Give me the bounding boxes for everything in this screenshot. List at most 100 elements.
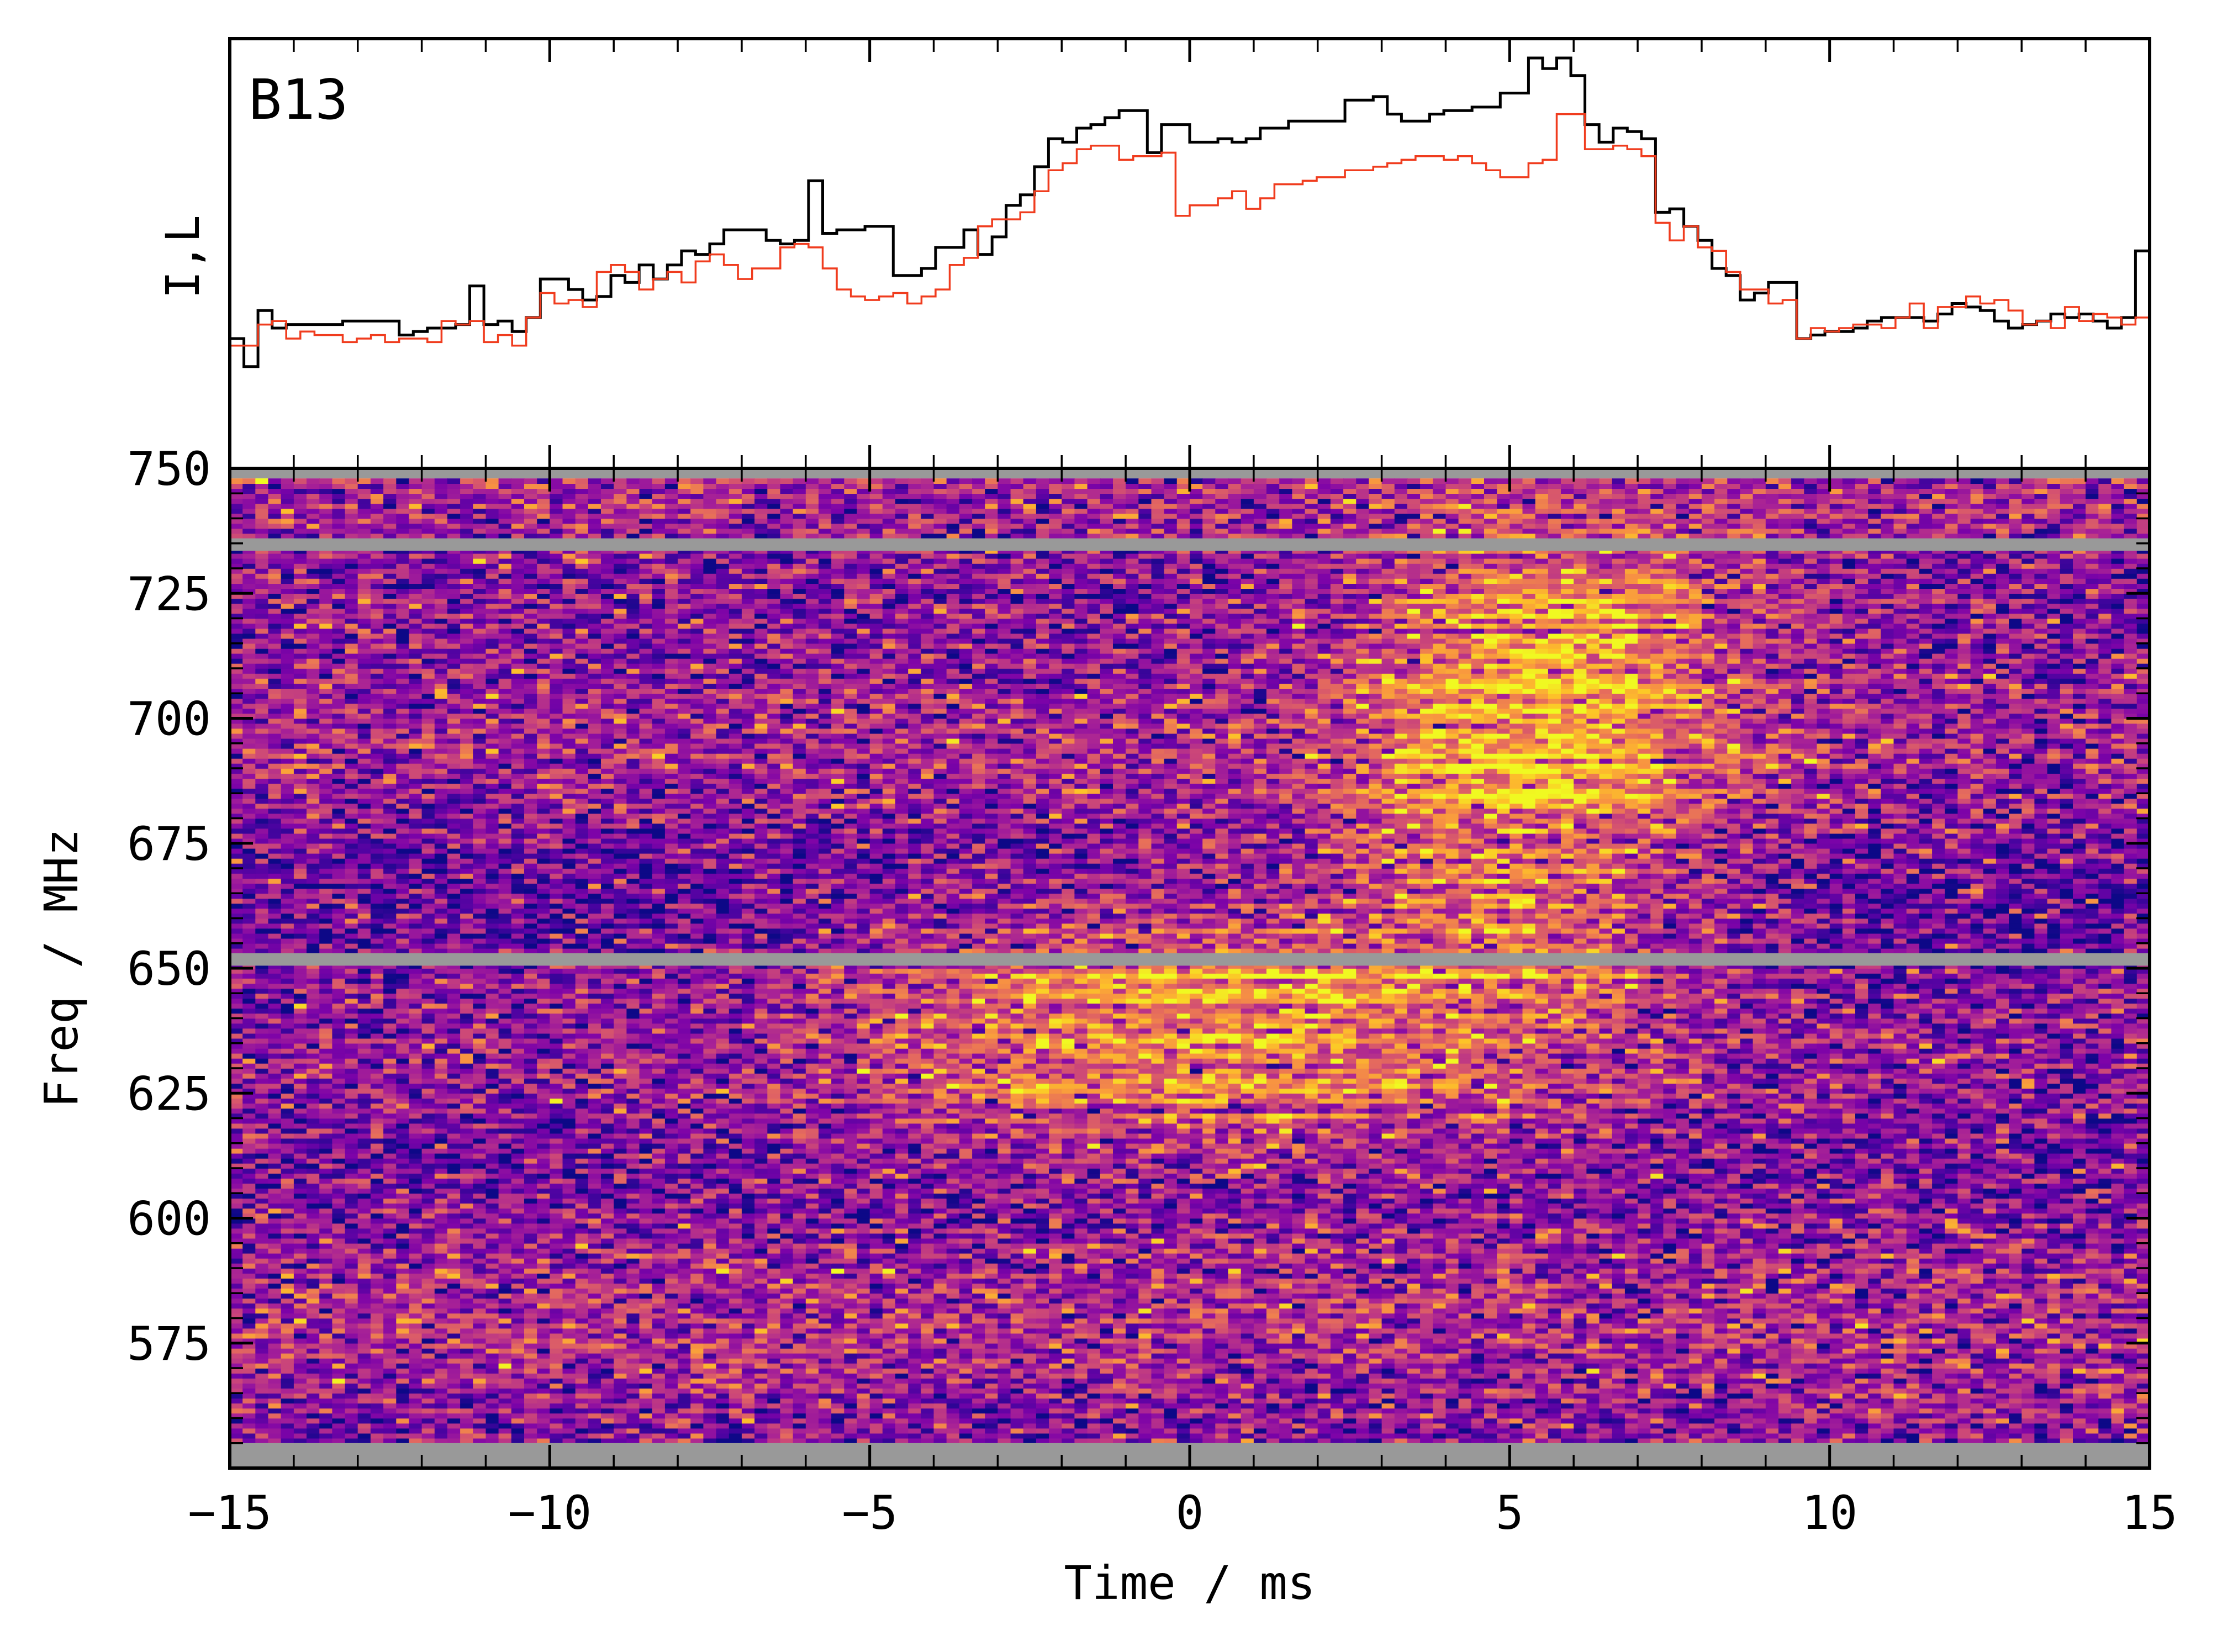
heatmap-cell (1855, 1413, 1868, 1418)
heatmap-cell (601, 1433, 614, 1439)
heatmap-cell (332, 1418, 345, 1424)
heatmap-cell (793, 1413, 806, 1418)
heatmap-cell (435, 1393, 448, 1398)
heatmap-cell (1279, 1423, 1292, 1429)
heatmap-cell (934, 1413, 947, 1418)
heatmap-cell (486, 1408, 499, 1413)
heatmap-cell (1804, 1408, 1817, 1413)
heatmap-cell (1843, 1403, 1856, 1408)
heatmap-cell (1523, 1438, 1536, 1444)
heatmap-cell (1036, 1398, 1049, 1403)
heatmap-cell (1484, 1433, 1497, 1439)
heatmap-cell (690, 1398, 704, 1403)
heatmap-cell (729, 1438, 742, 1444)
heatmap-cell (550, 1413, 563, 1418)
heatmap-cell (678, 1413, 691, 1418)
heatmap-cell (2034, 1403, 2047, 1408)
heatmap-cell (1023, 1393, 1037, 1398)
heatmap-cell (1523, 1388, 1536, 1394)
heatmap-cell (1638, 1418, 1651, 1424)
heatmap-cell (1561, 1398, 1574, 1403)
heatmap-cell (626, 1403, 640, 1408)
heatmap-cell (319, 1418, 332, 1424)
heatmap-cell (1343, 1433, 1356, 1439)
heatmap-cell (780, 1403, 794, 1408)
heatmap-cell (486, 1428, 499, 1434)
heatmap-cell (754, 1438, 768, 1444)
heatmap-cell (690, 1403, 704, 1408)
heatmap-cell (1177, 1428, 1190, 1434)
heatmap-cell (255, 1403, 268, 1408)
heatmap-cell (294, 1403, 307, 1408)
heatmap-cell (1689, 1433, 1702, 1439)
heatmap-cell (588, 1403, 601, 1408)
heatmap-cell (1420, 1428, 1433, 1434)
heatmap-cell (1996, 1413, 2009, 1418)
heatmap-cell (934, 1433, 947, 1439)
heatmap-cell (1600, 1433, 1613, 1439)
heatmap-cell (1548, 1408, 1561, 1413)
heatmap-cell (2047, 1388, 2061, 1394)
heatmap-cell (332, 1393, 345, 1398)
heatmap-cell (997, 1393, 1011, 1398)
heatmap-cell (652, 1423, 666, 1429)
heatmap-cell (435, 1388, 448, 1394)
heatmap-cell (1586, 1418, 1600, 1424)
heatmap-cell (1702, 1428, 1715, 1434)
heatmap-cell (908, 1428, 921, 1434)
spectrum-panel: −15 −10 −5 0 5 10 15 575600625650675700725750 … (34, 442, 2178, 1610)
heatmap-cell (2073, 1413, 2086, 1418)
heatmap-cell (2021, 1433, 2035, 1439)
heatmap-cell (396, 1423, 409, 1429)
heatmap-cell (1804, 1438, 1817, 1444)
heatmap-cell (1689, 1393, 1702, 1398)
heatmap-cell (640, 1413, 653, 1418)
heatmap-cell (652, 1428, 666, 1434)
heatmap-cell (1152, 1433, 1165, 1439)
heatmap-cell (806, 1393, 819, 1398)
heatmap-cell (371, 1423, 384, 1429)
heatmap-cell (537, 1408, 550, 1413)
heatmap-cell (2086, 1403, 2099, 1408)
heatmap-cell (1804, 1423, 1817, 1429)
heatmap-cell (307, 1418, 320, 1424)
heatmap-cell (883, 1438, 896, 1444)
heatmap-cell (665, 1408, 678, 1413)
heatmap-cell (1074, 1408, 1088, 1413)
heatmap-cell (1369, 1388, 1382, 1394)
heatmap-cell (2009, 1438, 2022, 1444)
heatmap-cell (1868, 1428, 1881, 1434)
heatmap-cell (908, 1393, 921, 1398)
heatmap-cell (2009, 1398, 2022, 1403)
heatmap-cell (1088, 1423, 1101, 1429)
heatmap-cell (908, 1403, 921, 1408)
heatmap-cell (1190, 1413, 1203, 1418)
heatmap-cell (1215, 1433, 1228, 1439)
heatmap-cell (2112, 1418, 2125, 1424)
heatmap-cell (1638, 1413, 1651, 1418)
heatmap-cell (2098, 1433, 2112, 1439)
heatmap-cell (806, 1413, 819, 1418)
heatmap-cell (1766, 1418, 1779, 1424)
heatmap-cell (230, 1423, 243, 1429)
heatmap-cell (1459, 1428, 1472, 1434)
heatmap-cell (1471, 1413, 1485, 1418)
heatmap-cell (703, 1413, 716, 1418)
heatmap-cell (626, 1438, 640, 1444)
heatmap-cell (1574, 1403, 1587, 1408)
heatmap-cell (1625, 1428, 1638, 1434)
heatmap-cell (1778, 1413, 1792, 1418)
heatmap-cell (1062, 1438, 1075, 1444)
heatmap-cell (2086, 1423, 2099, 1429)
heatmap-cell (1407, 1438, 1421, 1444)
heatmap-cell (1292, 1403, 1305, 1408)
heatmap-cell (1138, 1398, 1152, 1403)
heatmap-cell (934, 1418, 947, 1424)
heatmap-cell (1318, 1393, 1331, 1398)
heatmap-cell (1459, 1423, 1472, 1429)
heatmap-cell (1241, 1393, 1254, 1398)
heatmap-cell (1215, 1413, 1228, 1418)
heatmap-cell (1945, 1418, 1958, 1424)
heatmap-cell (921, 1418, 934, 1424)
heatmap-cell (1676, 1403, 1690, 1408)
